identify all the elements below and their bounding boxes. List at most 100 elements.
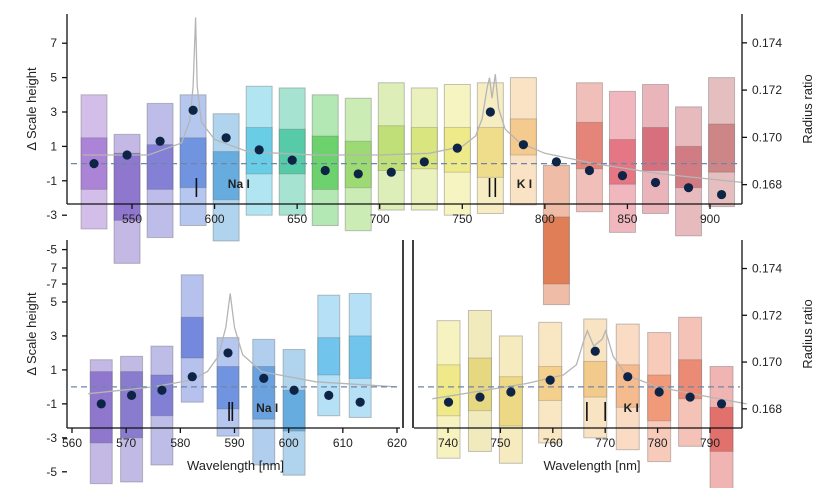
bin-inner-range: [216, 366, 240, 410]
x-tick-label: 900: [700, 212, 720, 226]
bin-inner-range: [146, 144, 174, 190]
data-point: [443, 397, 454, 407]
bin-inner-range: [675, 145, 703, 189]
x-tick-label: 700: [370, 212, 390, 226]
data-point: [650, 177, 661, 188]
x-tick-label: 600: [205, 212, 225, 226]
x-tick-label: 610: [333, 436, 353, 450]
y2-axis-label: Radius ratio: [800, 74, 815, 143]
data-point: [475, 392, 485, 402]
spectral-bin: [216, 337, 240, 437]
data-point: [683, 183, 694, 193]
x-tick-label: 620: [387, 436, 407, 450]
spectral-bin: [542, 164, 570, 306]
spectral-bin: [436, 320, 461, 459]
x-tick-label: 550: [122, 212, 142, 226]
y-tick-label: 3: [50, 329, 57, 343]
y-tick-label: 7: [50, 36, 57, 50]
spectral-bin: [278, 87, 306, 216]
spectral-bin: [709, 366, 734, 493]
model-spectrum-line: [88, 293, 398, 395]
bin-inner-range: [282, 389, 306, 432]
y-tick-label: -7: [46, 277, 57, 291]
y2-tick-label: 0.172: [752, 83, 782, 97]
line-annotation: Na I: [195, 177, 250, 197]
y2-tick-label: 0.168: [752, 178, 782, 192]
y-tick-label: -1: [46, 397, 57, 411]
annotation-label: Na I: [228, 177, 250, 191]
data-point: [452, 143, 462, 153]
y-tick-label: 5: [50, 295, 57, 309]
y2-axis-label: Radius ratio: [800, 299, 815, 368]
data-point: [506, 387, 516, 397]
y2-tick-label: 0.168: [752, 402, 782, 416]
x-tick-label: 780: [648, 436, 668, 450]
x-tick-label: 650: [287, 212, 307, 226]
axes: 550 600 650 700 750 800 850 900 7 5 3 1 -1 -3 -5 -7 Δ Sc…: [24, 14, 815, 291]
spectral-bin: [282, 349, 306, 476]
axes: 560 570 580 590 600 610 620 7 5 3 1 -1 -3 -5 -7 Δ Scale…: [24, 240, 407, 479]
x-tick-label: 740: [438, 436, 458, 450]
x-tick-label: 590: [224, 436, 244, 450]
data-point: [89, 159, 99, 169]
spectral-bin: [212, 113, 240, 242]
x-tick-label: 760: [543, 436, 563, 450]
spectral-bin: [575, 82, 603, 213]
bin-inner-range: [615, 364, 640, 408]
bin-inner-range: [212, 151, 240, 201]
data-point: [654, 387, 664, 397]
x-axis-label: Wavelength [nm]: [187, 458, 284, 473]
data-point: [617, 171, 628, 181]
spectral-bin: [647, 332, 672, 463]
bin-inner-range: [467, 357, 492, 412]
annotation-label: Na I: [256, 401, 278, 415]
spectral-bin: [498, 335, 523, 464]
y-tick-label: -3: [46, 208, 57, 222]
data-point: [223, 348, 233, 358]
annotation-label: K I: [517, 177, 532, 191]
bin-inner-range: [252, 366, 276, 420]
data-point: [188, 105, 198, 115]
y-tick-label: 5: [50, 71, 57, 85]
x-tick-label: 580: [170, 436, 190, 450]
data-point: [155, 136, 165, 146]
bin-inner-range: [476, 126, 504, 178]
data-point: [419, 157, 429, 167]
data-point: [386, 167, 396, 177]
spectral-bin: [583, 318, 608, 439]
data-point: [685, 392, 695, 402]
x-axis-label: Wavelength [nm]: [543, 458, 640, 473]
data-point: [289, 385, 299, 395]
x-tick-label: 800: [535, 212, 555, 226]
x-tick-label: 750: [490, 436, 510, 450]
x-tick-label: 600: [279, 436, 299, 450]
y2-tick-label: 0.172: [752, 308, 782, 322]
data-point: [287, 155, 297, 165]
x-tick-label: 770: [595, 436, 615, 450]
data-point: [157, 385, 167, 395]
data-point: [485, 107, 495, 117]
data-point: [623, 372, 633, 382]
data-point: [221, 133, 231, 143]
y2-tick-label: 0.170: [752, 355, 782, 369]
x-tick-label: 560: [62, 436, 82, 450]
bin-inner-range: [317, 337, 341, 376]
bin-inner-range: [647, 374, 672, 422]
annotation-label: K I: [624, 401, 639, 415]
y-tick-label: -5: [46, 243, 57, 257]
bin-inner-range: [542, 216, 570, 285]
data-point: [716, 189, 727, 200]
model-spectrum-line: [432, 328, 747, 405]
spectral-bin: [180, 274, 204, 403]
spectral-bin: [678, 316, 703, 447]
data-point: [518, 140, 528, 150]
bin-inner-range: [180, 316, 204, 359]
y-tick-label: -3: [46, 431, 57, 445]
model-spectrum-line: [82, 17, 744, 184]
spectral-bin: [608, 90, 636, 233]
spectral-bin: [311, 94, 339, 227]
data-point: [320, 165, 330, 176]
y-tick-label: -1: [46, 174, 57, 188]
y-tick-label: 1: [50, 363, 57, 377]
